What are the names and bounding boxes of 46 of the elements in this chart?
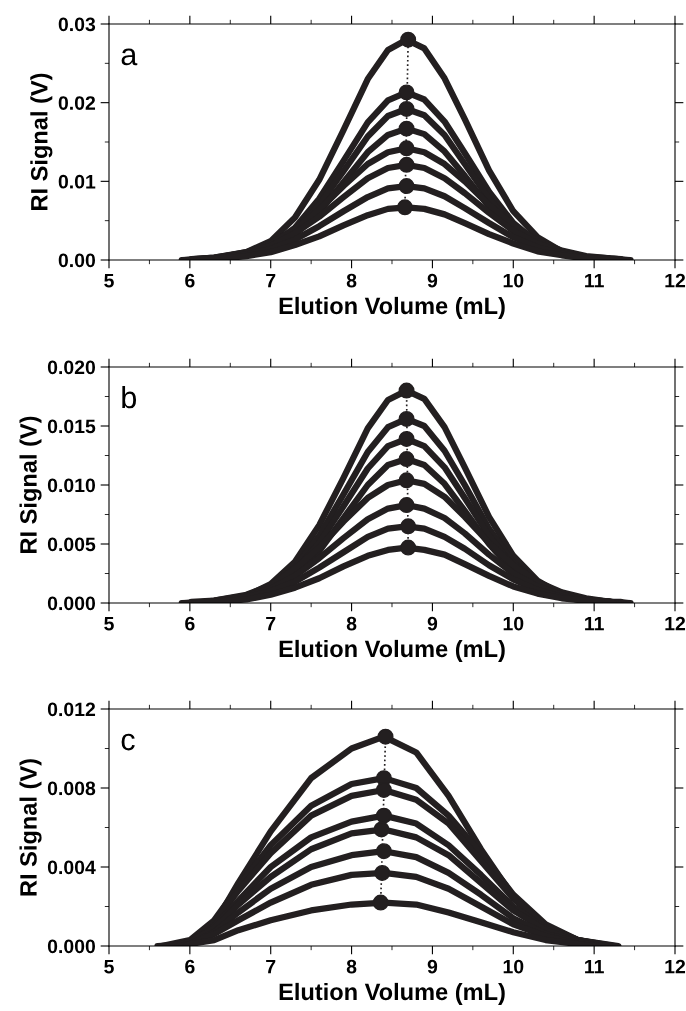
x-tick-label: 8: [346, 959, 357, 974]
y-tick-label: 0.000: [47, 596, 96, 611]
x-axis-title: Elution Volume (mL): [279, 982, 505, 1005]
y-tick-label: 0.00: [58, 253, 96, 268]
x-tick-label: 8: [346, 273, 357, 288]
x-tick-label: 6: [185, 616, 195, 631]
x-axis-title: Elution Volume (mL): [279, 639, 505, 662]
x-tick-label: 11: [585, 616, 604, 631]
annotation: c: [121, 733, 135, 751]
annotation: a: [121, 48, 138, 66]
x-tick-label: 5: [104, 616, 114, 631]
x-tick-label: 7: [266, 273, 276, 288]
x-tick-label: 5: [104, 959, 114, 974]
y-tick-label: 0.012: [47, 702, 96, 717]
annotation: b: [122, 385, 137, 409]
y-tick-label: 0.01: [58, 174, 96, 189]
y-axis-title: RI Signal (V): [30, 73, 53, 210]
x-tick-label: 12: [665, 959, 686, 974]
y-tick-label: 0.020: [47, 360, 96, 375]
x-tick-label: 9: [427, 273, 438, 288]
y-tick-label: 0.010: [47, 478, 96, 493]
y-tick-label: 0.004: [47, 860, 96, 875]
y-tick-label: 0.008: [47, 781, 96, 796]
x-tick-label: 10: [503, 273, 524, 288]
x-tick-label: 10: [503, 959, 524, 974]
x-tick-label: 7: [266, 616, 276, 631]
y-tick-label: 0.000: [47, 939, 96, 954]
x-tick-label: 6: [185, 273, 195, 288]
x-tick-label: 5: [104, 273, 114, 288]
x-axis-title: Elution Volume (mL): [279, 296, 505, 319]
x-tick-label: 10: [503, 616, 524, 631]
y-axis-title: RI Signal (V): [19, 416, 42, 553]
x-tick-label: 11: [585, 273, 604, 288]
x-tick-label: 12: [665, 616, 686, 631]
x-tick-label: 6: [185, 959, 195, 974]
x-tick-label: 11: [585, 959, 604, 974]
y-tick-label: 0.03: [58, 17, 96, 32]
y-axis-title: RI Signal (V): [19, 759, 42, 896]
x-tick-label: 7: [266, 959, 276, 974]
y-tick-label: 0.015: [47, 419, 96, 434]
x-tick-label: 12: [665, 273, 686, 288]
y-tick-label: 0.005: [47, 537, 96, 552]
x-tick-label: 9: [427, 616, 438, 631]
x-tick-label: 8: [346, 616, 357, 631]
y-tick-label: 0.02: [58, 96, 96, 110]
x-tick-label: 9: [427, 959, 438, 974]
